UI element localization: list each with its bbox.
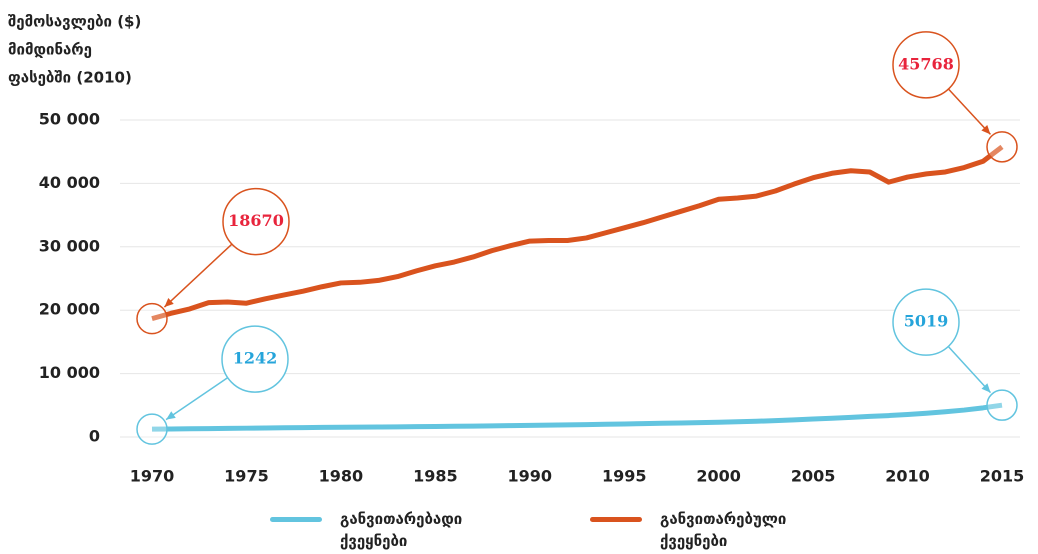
x-tick-label: 1985 (413, 467, 458, 486)
callout-arrow (163, 243, 233, 308)
callout-point (136, 413, 168, 445)
x-tick-label: 1975 (224, 467, 269, 486)
callout-arrow (947, 346, 992, 394)
y-axis-label: ფასებში (2010) (8, 69, 132, 87)
data-label: 5019 (904, 312, 949, 331)
callout-arrowhead (164, 297, 174, 308)
legend-swatch (270, 517, 322, 522)
callout-point (136, 302, 168, 335)
callout-point (986, 131, 1018, 163)
legend: განვითარებადი ქვეყნები განვითარებული ქვეყ… (270, 508, 850, 552)
y-tick-label: 20 000 (39, 300, 100, 319)
callout-arrow (165, 377, 229, 421)
y-tick-label: 30 000 (39, 236, 100, 255)
callout-bubble (892, 31, 960, 99)
y-tick-label: 10 000 (39, 363, 100, 382)
x-tick-label: 2015 (980, 467, 1025, 486)
y-axis-label: შემოსავლები ($) (8, 13, 141, 31)
legend-swatch (590, 517, 642, 522)
legend-item: განვითარებული ქვეყნები (590, 508, 850, 552)
callout-arrowhead (981, 383, 991, 393)
y-axis-label: მიმდინარე (8, 41, 92, 59)
legend-item: განვითარებადი ქვეყნები (270, 508, 530, 552)
callout-point (986, 389, 1018, 421)
y-tick-label: 0 (89, 427, 100, 446)
x-tick-label: 1970 (130, 467, 175, 486)
x-tick-label: 1990 (508, 467, 553, 486)
legend-label: განვითარებული ქვეყნები (660, 510, 787, 550)
x-tick-label: 2010 (885, 467, 930, 486)
data-label: 18670 (228, 211, 284, 230)
callout-bubble (222, 187, 290, 256)
series-line (151, 144, 1004, 322)
y-tick-label: 50 000 (39, 110, 100, 129)
series-line (151, 402, 1003, 432)
y-tick-label: 40 000 (39, 173, 100, 192)
x-tick-label: 1980 (319, 467, 364, 486)
legend-label: განვითარებადი ქვეყნები (340, 510, 463, 550)
callout-bubble (221, 325, 289, 393)
x-tick-label: 2005 (791, 467, 836, 486)
callout-arrowhead (981, 125, 991, 135)
callout-arrowhead (166, 411, 176, 420)
x-tick-label: 1995 (602, 467, 647, 486)
x-tick-label: 2000 (696, 467, 741, 486)
data-label: 45768 (898, 54, 954, 73)
data-label: 1242 (233, 349, 278, 368)
callout-arrow (947, 88, 991, 135)
callout-bubble (892, 288, 960, 356)
